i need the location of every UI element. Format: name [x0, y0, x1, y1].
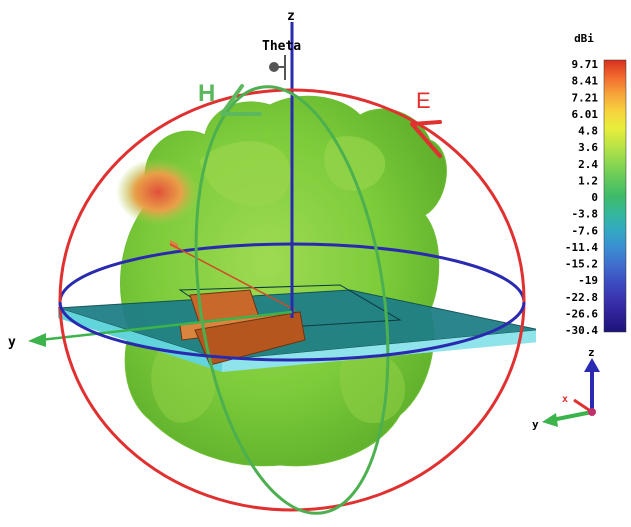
max-gain-lobe [116, 158, 200, 226]
azimuth-ring-front [58, 301, 526, 362]
e-field-label: E [416, 88, 431, 113]
colorbar-tick-label: 8.41 [572, 75, 599, 88]
colorbar-tick-label: 1.2 [578, 174, 598, 187]
e-field-label-group: E [410, 88, 442, 158]
radiation-pattern-surface [116, 95, 447, 467]
triad-x-label: x [562, 394, 568, 405]
colorbar-tick-labels: 9.71 8.41 7.21 6.01 4.8 3.6 2.4 1.2 0 -3.8 -7.6 -11… [565, 58, 598, 337]
colorbar-tick-label: -7.6 [572, 224, 599, 237]
y-axis-label: y [8, 335, 16, 350]
colorbar-unit-label: dBi [574, 32, 594, 45]
colorbar-tick-label: 7.21 [572, 91, 599, 104]
colorbar-tick-label: -26.6 [565, 307, 598, 320]
colorbar-tick-label: 4.8 [578, 125, 598, 138]
e-arrow-icon [410, 120, 442, 158]
y-axis: y [8, 310, 293, 350]
h-field-label: H [198, 80, 215, 107]
theta-indicator: Theta [262, 39, 301, 80]
h-field-label-group: H [198, 80, 262, 116]
colorbar-tick-label: 2.4 [578, 158, 598, 171]
triad-z-label: z [588, 346, 595, 359]
coordinate-triad: z y x [532, 346, 600, 431]
x-axis-line [169, 243, 296, 311]
colorbar-tick-label: 3.6 [578, 141, 598, 154]
colorbar: dBi 9.71 8.41 7.21 6.01 4.8 3.6 2.4 1.2 0 -3.8 -7.… [536, 26, 630, 346]
colorbar-tick-label: -30.4 [565, 324, 598, 337]
colorbar-tick-label: -22.8 [565, 291, 598, 304]
colorbar-scale [603, 59, 627, 333]
colorbar-tick-label: 6.01 [572, 108, 599, 121]
z-axis-label: z [287, 9, 295, 24]
theta-label: Theta [262, 39, 301, 54]
colorbar-tick-label: -3.8 [572, 208, 599, 221]
h-arrow-icon [220, 84, 262, 116]
h-plane-cut [194, 85, 390, 515]
triad-y-label: y [532, 418, 539, 431]
colorbar-tick-label: 0 [591, 191, 598, 204]
colorbar-tick-label: -15.2 [565, 258, 598, 271]
colorbar-tick-label: -11.4 [565, 241, 598, 254]
z-axis: z [287, 9, 295, 318]
colorbar-tick-label: -19 [578, 274, 598, 287]
colorbar-tick-label: 9.71 [572, 58, 599, 71]
e-plane-cut [58, 88, 526, 512]
